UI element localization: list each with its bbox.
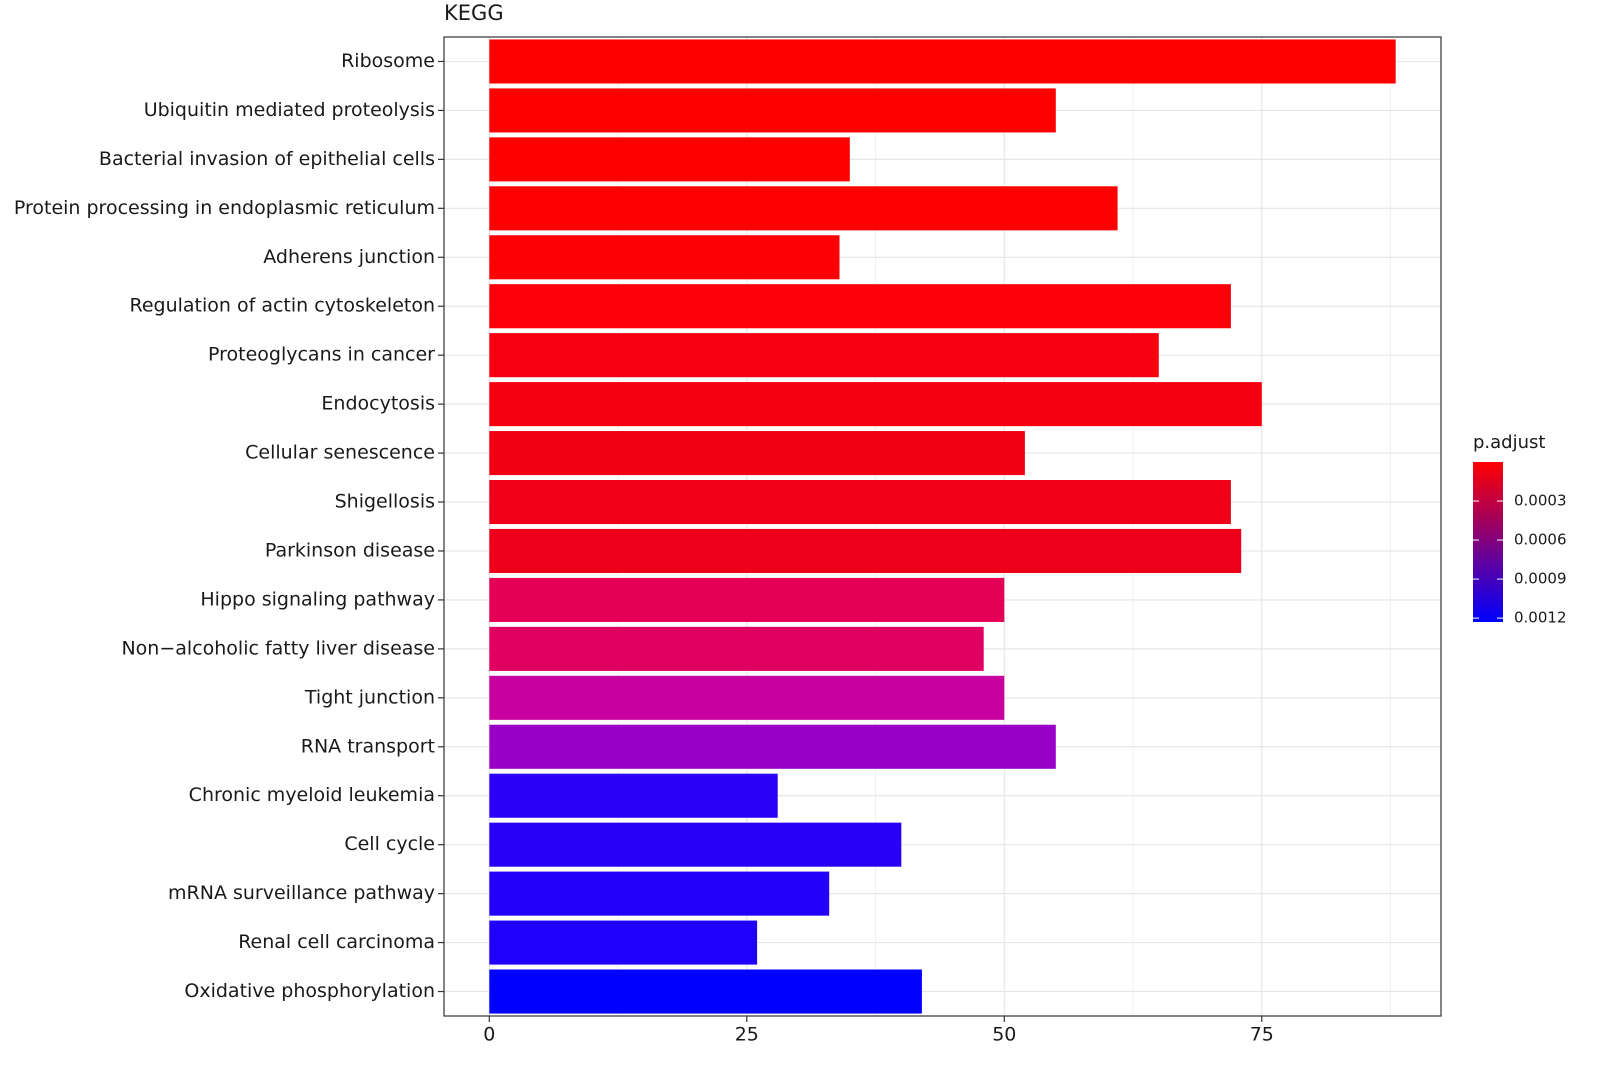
- y-tick-label: Ubiquitin mediated proteolysis: [144, 99, 435, 121]
- y-tick-label: Non−alcoholic fatty liver disease: [121, 637, 435, 659]
- legend-tick-label: 0.0003: [1514, 492, 1567, 510]
- bar: [489, 822, 902, 867]
- bar: [489, 920, 758, 965]
- y-tick-label: Adherens junction: [263, 246, 435, 268]
- y-tick-label: Protein processing in endoplasmic reticu…: [14, 197, 435, 219]
- y-tick-label: Oxidative phosphorylation: [184, 980, 435, 1002]
- y-tick-label: RNA transport: [301, 735, 435, 757]
- bar: [489, 528, 1242, 574]
- plot-panel: [444, 37, 1441, 1016]
- bar: [489, 675, 1005, 720]
- bar: [489, 235, 840, 280]
- bar: [489, 479, 1231, 525]
- x-tick-label: 50: [992, 1024, 1016, 1046]
- y-tick-label: Chronic myeloid leukemia: [189, 784, 435, 806]
- bar: [489, 724, 1056, 769]
- bar: [489, 431, 1025, 476]
- bar: [489, 382, 1262, 427]
- y-tick-label: Renal cell carcinoma: [238, 931, 435, 953]
- chart-title: KEGG: [444, 1, 504, 25]
- y-tick-label: Hippo signaling pathway: [200, 588, 435, 610]
- bar: [489, 969, 922, 1014]
- bar: [489, 871, 830, 916]
- x-tick-label: 0: [483, 1024, 495, 1046]
- bar: [489, 186, 1118, 231]
- bar: [489, 626, 984, 671]
- y-tick-label: Proteoglycans in cancer: [208, 344, 435, 366]
- y-tick-label: Tight junction: [304, 686, 435, 708]
- y-tick-label: Parkinson disease: [265, 539, 435, 561]
- x-tick-label: 75: [1250, 1024, 1274, 1046]
- legend-tick-label: 0.0012: [1514, 609, 1567, 627]
- plot-border: [443, 36, 1442, 1017]
- y-tick-label: Endocytosis: [321, 393, 435, 415]
- bar: [489, 284, 1231, 329]
- color-bar: [1473, 462, 1503, 622]
- y-tick-label: Ribosome: [341, 50, 435, 72]
- y-tick-label: mRNA surveillance pathway: [168, 882, 435, 904]
- bar: [489, 88, 1056, 133]
- bar: [489, 39, 1396, 84]
- legend-title: p.adjust: [1473, 432, 1545, 453]
- y-tick-label: Bacterial invasion of epithelial cells: [99, 148, 435, 170]
- y-tick-label: Cellular senescence: [245, 442, 435, 464]
- y-tick-label: Cell cycle: [344, 833, 435, 855]
- bar: [489, 773, 778, 818]
- bar: [489, 137, 850, 182]
- bar: [489, 333, 1159, 378]
- y-tick-label: Shigellosis: [335, 491, 435, 513]
- y-tick-label: Regulation of actin cytoskeleton: [129, 295, 435, 317]
- x-tick-label: 25: [735, 1024, 759, 1046]
- legend-tick-label: 0.0006: [1514, 531, 1567, 549]
- bar: [489, 577, 1005, 622]
- legend-tick-label: 0.0009: [1514, 570, 1567, 588]
